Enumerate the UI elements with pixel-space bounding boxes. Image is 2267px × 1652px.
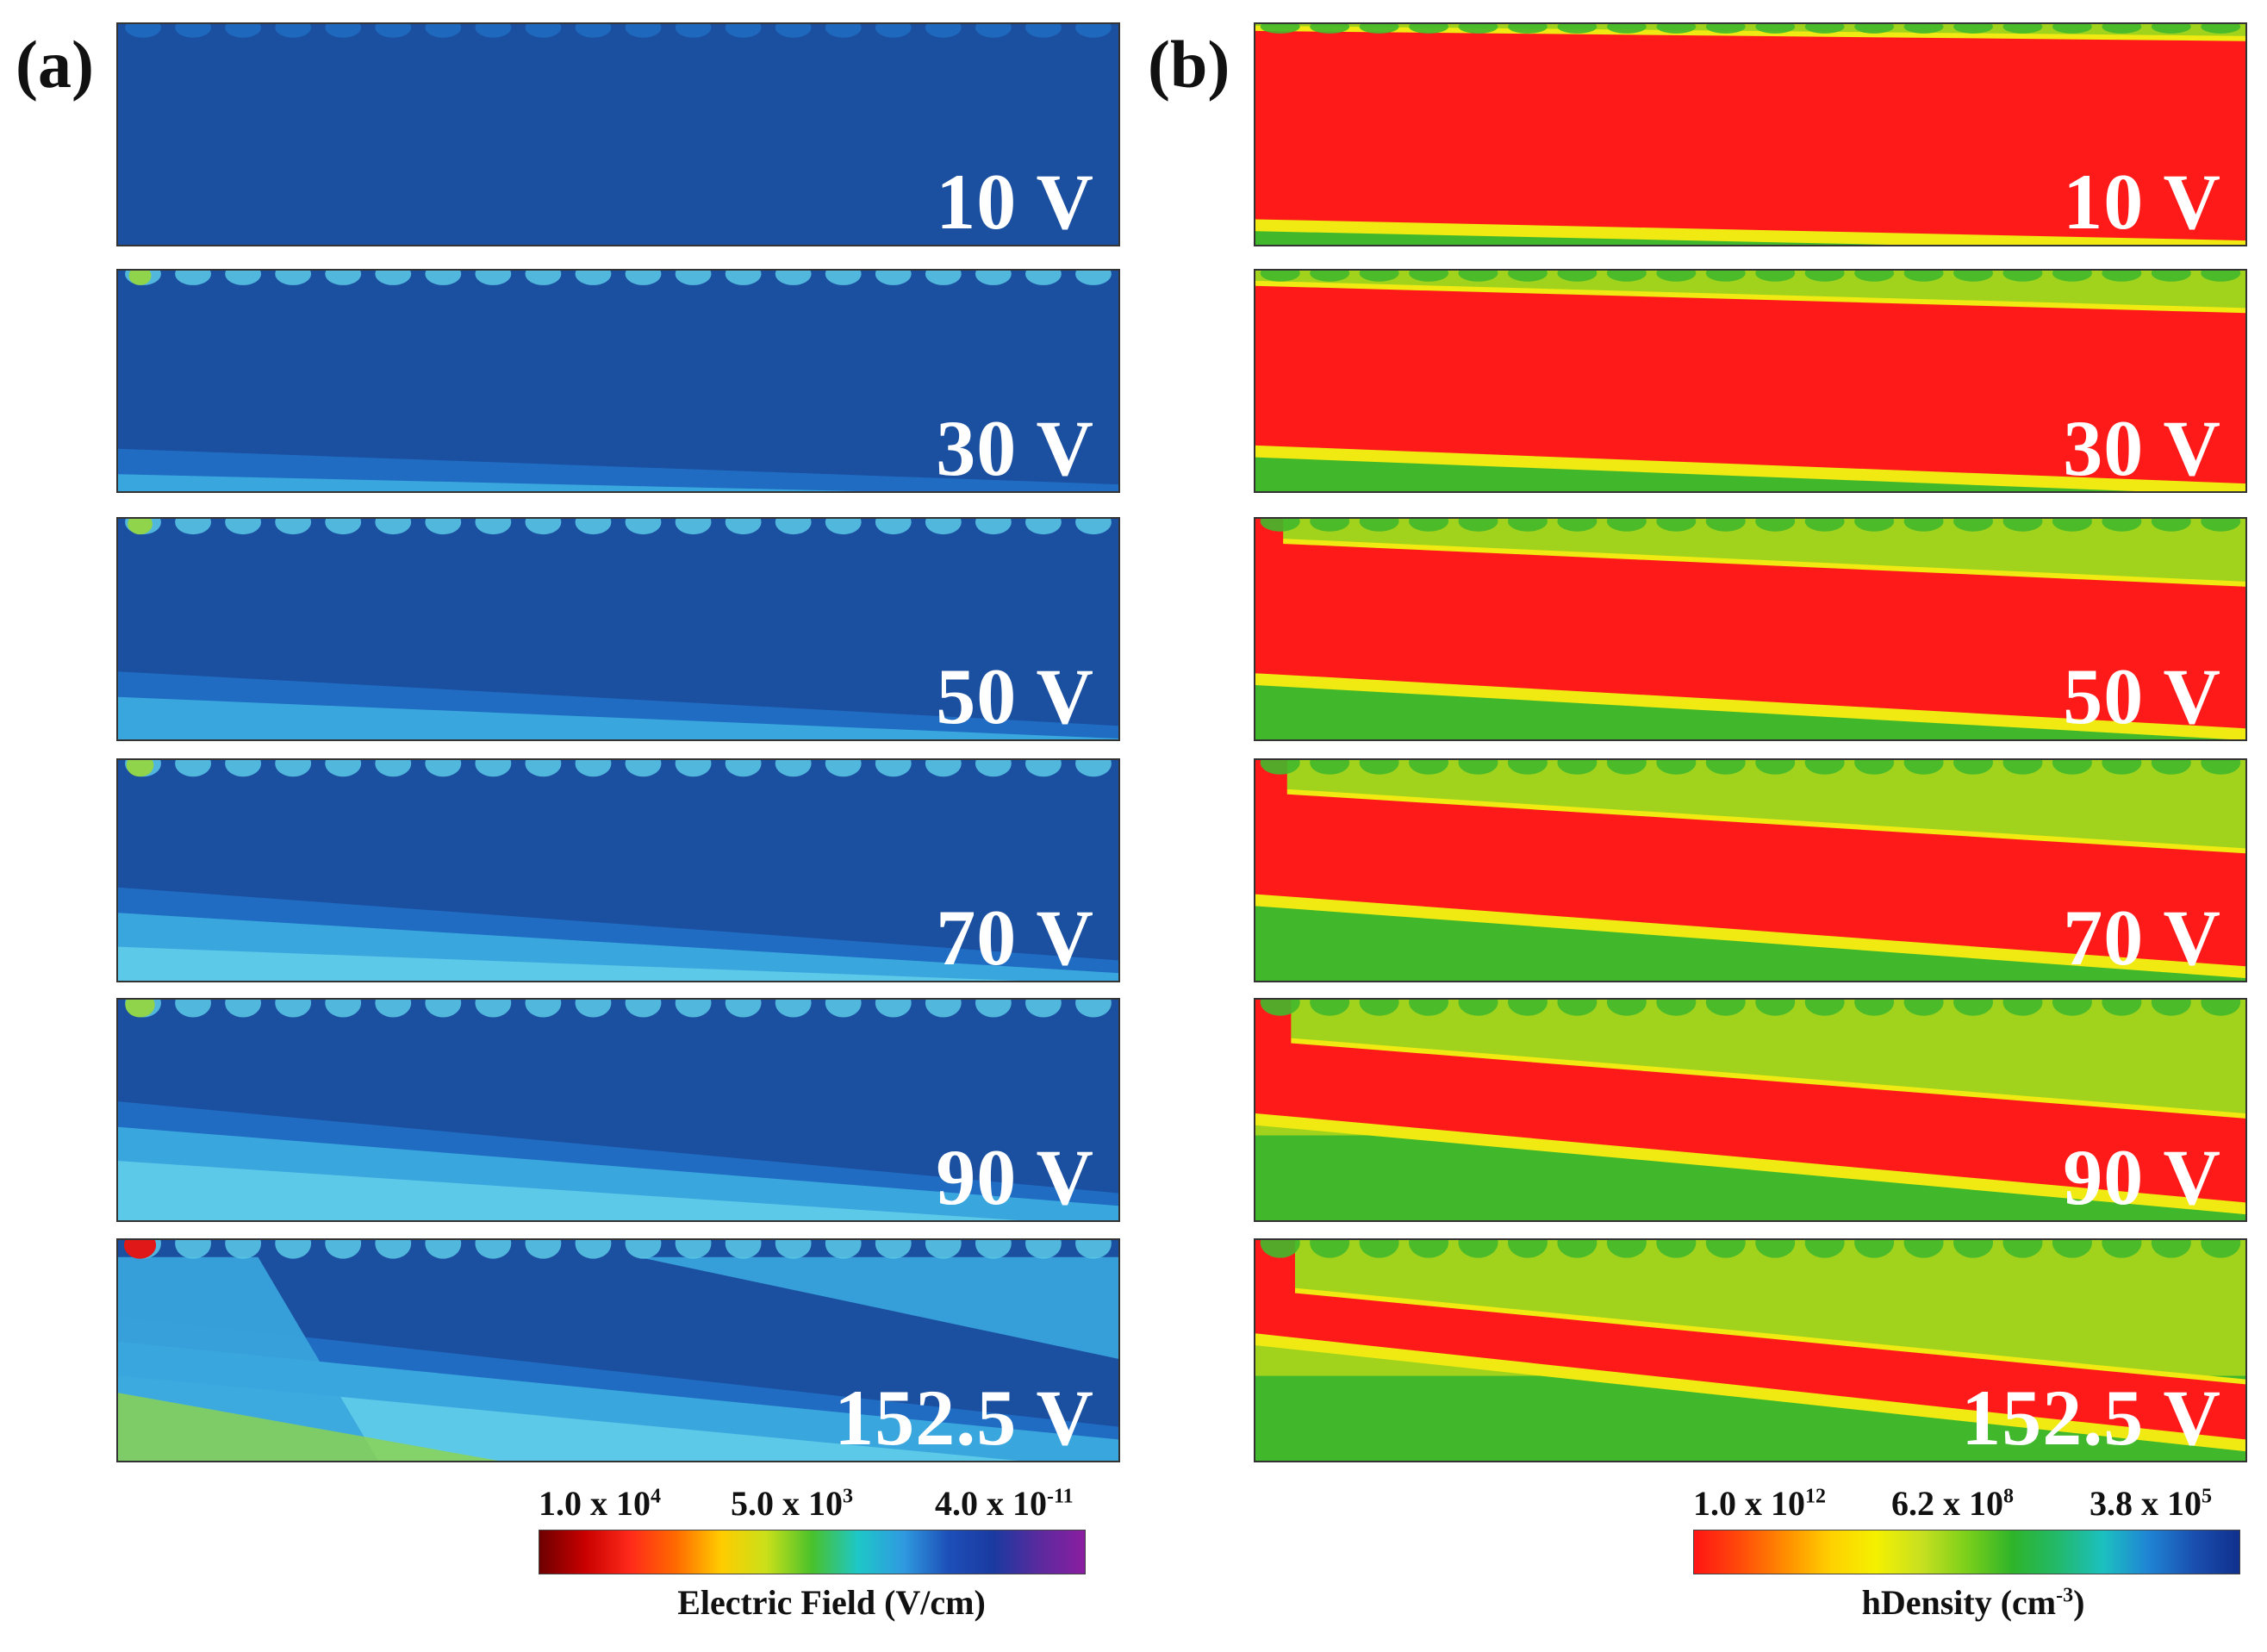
sim-map-field-4: 70 V (116, 758, 1120, 982)
sim-map-density-4: 70 V (1254, 758, 2247, 982)
contour-map (118, 760, 1118, 981)
panel-label-a: (a) (16, 27, 94, 102)
voltage-label: 30 V (2063, 404, 2221, 492)
voltage-label: 90 V (2063, 1133, 2221, 1221)
colorbar-a-tick-right: 4.0 x 10-11 (935, 1484, 1074, 1523)
colorbar-a-tick-mid: 5.0 x 103 (731, 1484, 853, 1523)
contour-map (1255, 271, 2245, 491)
panel-label-b: (b) (1148, 27, 1230, 102)
sim-map-density-3: 50 V (1254, 517, 2247, 741)
sim-map-density-1: 10 V (1254, 22, 2247, 246)
voltage-label: 70 V (2063, 894, 2221, 982)
contour-map (1255, 760, 2245, 981)
sim-map-density-5: 90 V (1254, 998, 2247, 1222)
voltage-label: 10 V (2063, 158, 2221, 246)
colorbar-b (1693, 1530, 2240, 1574)
sim-map-field-6: 152.5 V (116, 1238, 1120, 1462)
voltage-label: 152.5 V (834, 1374, 1094, 1462)
sim-map-field-3: 50 V (116, 517, 1120, 741)
colorbar-a (539, 1530, 1086, 1574)
contour-map (118, 271, 1118, 491)
sim-map-field-2: 30 V (116, 269, 1120, 493)
sim-map-density-2: 30 V (1254, 269, 2247, 493)
colorbar-b-tick-mid: 6.2 x 108 (1891, 1484, 2014, 1523)
sim-map-density-6: 152.5 V (1254, 1238, 2247, 1462)
voltage-label: 152.5 V (1961, 1374, 2221, 1462)
contour-map (1255, 1000, 2245, 1220)
contour-map (118, 519, 1118, 739)
voltage-label: 30 V (936, 404, 1094, 492)
voltage-label: 10 V (936, 158, 1094, 246)
contour-map (1255, 24, 2245, 245)
voltage-label: 50 V (2063, 652, 2221, 740)
sim-map-field-5: 90 V (116, 998, 1120, 1222)
voltage-label: 90 V (936, 1133, 1094, 1221)
colorbar-b-tick-right: 3.8 x 105 (2090, 1484, 2212, 1523)
colorbar-a-title: Electric Field (V/cm) (677, 1583, 986, 1622)
voltage-label: 50 V (936, 652, 1094, 740)
colorbar-a-tick-left: 1.0 x 104 (539, 1484, 661, 1523)
contour-map (118, 1240, 1118, 1461)
voltage-label: 70 V (936, 894, 1094, 982)
contour-map (118, 24, 1118, 245)
contour-map (1255, 1240, 2245, 1461)
sim-map-field-1: 10 V (116, 22, 1120, 246)
colorbar-b-tick-left: 1.0 x 1012 (1693, 1484, 1826, 1523)
contour-map (1255, 519, 2245, 739)
colorbar-b-title: hDensity (cm-3) (1861, 1583, 2085, 1622)
contour-map (118, 1000, 1118, 1220)
